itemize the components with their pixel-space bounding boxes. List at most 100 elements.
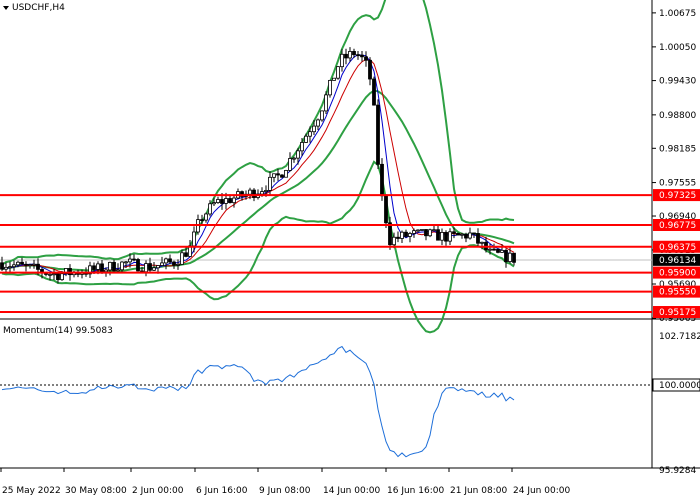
candle-body[interactable] bbox=[64, 268, 68, 275]
candle-body[interactable] bbox=[144, 263, 148, 273]
candle-body[interactable] bbox=[156, 265, 160, 269]
candle-body[interactable] bbox=[400, 231, 404, 239]
candle-body[interactable] bbox=[216, 199, 220, 204]
candle-body[interactable] bbox=[436, 229, 440, 241]
candle-body[interactable] bbox=[88, 265, 92, 275]
candle-body[interactable] bbox=[124, 261, 128, 264]
candle-body[interactable] bbox=[96, 263, 100, 270]
candle-body[interactable] bbox=[204, 213, 208, 221]
candle-body[interactable] bbox=[16, 261, 20, 266]
candle-body[interactable] bbox=[380, 163, 384, 197]
candle-body[interactable] bbox=[20, 261, 24, 265]
candle-body[interactable] bbox=[348, 51, 352, 59]
candle-body[interactable] bbox=[12, 264, 16, 268]
candle-body[interactable] bbox=[340, 53, 344, 68]
candle-body[interactable] bbox=[52, 273, 56, 276]
candle-body[interactable] bbox=[508, 252, 512, 263]
candle-body[interactable] bbox=[476, 233, 480, 244]
candle-body[interactable] bbox=[432, 229, 436, 232]
candle-body[interactable] bbox=[320, 110, 324, 121]
candle-body[interactable] bbox=[356, 54, 360, 57]
candle-body[interactable] bbox=[60, 273, 64, 281]
candle-body[interactable] bbox=[172, 261, 176, 266]
candle-body[interactable] bbox=[392, 236, 396, 246]
candle-body[interactable] bbox=[48, 273, 52, 276]
candle-body[interactable] bbox=[92, 265, 96, 270]
candle-body[interactable] bbox=[180, 252, 184, 265]
candle-body[interactable] bbox=[108, 261, 112, 271]
candle-body[interactable] bbox=[352, 51, 356, 56]
chart-header[interactable]: USDCHF,H4 bbox=[3, 3, 65, 13]
candle-body[interactable] bbox=[344, 53, 348, 59]
candle-body[interactable] bbox=[240, 191, 244, 197]
candle-body[interactable] bbox=[152, 267, 156, 271]
candle-body[interactable] bbox=[512, 252, 516, 263]
candle-body[interactable] bbox=[288, 158, 292, 171]
candle-body[interactable] bbox=[248, 189, 252, 195]
candle-body[interactable] bbox=[448, 231, 452, 242]
price-pane[interactable] bbox=[0, 0, 700, 469]
candle-body[interactable] bbox=[24, 263, 28, 266]
candle-body[interactable] bbox=[224, 198, 228, 204]
candle-body[interactable] bbox=[396, 236, 400, 239]
price-axis[interactable]: 1.00675 1.00050 0.99430 0.98800 0.98185 0.975… bbox=[652, 9, 700, 324]
candle-body[interactable] bbox=[388, 222, 392, 246]
candle-body[interactable] bbox=[280, 174, 284, 178]
candle-body[interactable] bbox=[284, 169, 288, 178]
candle-body[interactable] bbox=[488, 248, 492, 251]
time-axis[interactable]: 25 May 2022 30 May 08:00 2 Jun 00:00 6 Jun … bbox=[0, 468, 570, 496]
candle-body[interactable] bbox=[184, 252, 188, 257]
candle-body[interactable] bbox=[312, 125, 316, 133]
candle-body[interactable] bbox=[252, 189, 256, 198]
candle-body[interactable] bbox=[56, 273, 60, 281]
candle-body[interactable] bbox=[468, 232, 472, 239]
candle-body[interactable] bbox=[232, 197, 236, 204]
candle-body[interactable] bbox=[452, 231, 456, 234]
candle-body[interactable] bbox=[460, 233, 464, 236]
candle-body[interactable] bbox=[440, 232, 444, 241]
candle-body[interactable] bbox=[220, 199, 224, 204]
candle-body[interactable] bbox=[136, 259, 140, 272]
candle-body[interactable] bbox=[208, 203, 212, 215]
candle-body[interactable] bbox=[300, 142, 304, 152]
candle-body[interactable] bbox=[504, 249, 508, 263]
candle-body[interactable] bbox=[496, 248, 500, 253]
triangle-down-icon[interactable] bbox=[3, 6, 9, 10]
candle-body[interactable] bbox=[304, 135, 308, 143]
candlesticks[interactable] bbox=[0, 47, 516, 284]
candle-body[interactable] bbox=[420, 229, 424, 231]
candle-body[interactable] bbox=[384, 195, 388, 224]
momentum-pane[interactable]: Momentum(14) 99.5083 102.7182 95.9284 100.… bbox=[0, 326, 700, 476]
price-level-lines[interactable] bbox=[0, 194, 652, 314]
candle-body[interactable] bbox=[128, 258, 132, 263]
candle-body[interactable] bbox=[100, 263, 104, 273]
candle-body[interactable] bbox=[116, 269, 120, 272]
candle-body[interactable] bbox=[264, 190, 268, 192]
candle-body[interactable] bbox=[296, 150, 300, 159]
candle-body[interactable] bbox=[376, 104, 380, 165]
candle-body[interactable] bbox=[268, 176, 272, 191]
candle-body[interactable] bbox=[112, 261, 116, 272]
candle-body[interactable] bbox=[472, 232, 476, 235]
candle-body[interactable] bbox=[212, 202, 216, 205]
candle-body[interactable] bbox=[276, 173, 280, 176]
candle-body[interactable] bbox=[36, 263, 40, 270]
candle-body[interactable] bbox=[4, 266, 8, 270]
candle-body[interactable] bbox=[228, 198, 232, 204]
candle-body[interactable] bbox=[360, 54, 364, 58]
candle-body[interactable] bbox=[424, 229, 428, 237]
candle-body[interactable] bbox=[68, 268, 72, 276]
candle-body[interactable] bbox=[316, 119, 320, 127]
candle-body[interactable] bbox=[480, 241, 484, 244]
candle-body[interactable] bbox=[332, 77, 336, 81]
candle-body[interactable] bbox=[328, 79, 332, 96]
candle-body[interactable] bbox=[192, 231, 196, 247]
candle-body[interactable] bbox=[120, 261, 124, 271]
candle-body[interactable] bbox=[32, 263, 36, 266]
candle-body[interactable] bbox=[492, 248, 496, 251]
candle-body[interactable] bbox=[28, 264, 32, 266]
candle-body[interactable] bbox=[168, 258, 172, 263]
candle-body[interactable] bbox=[364, 56, 368, 61]
candle-body[interactable] bbox=[272, 173, 276, 178]
